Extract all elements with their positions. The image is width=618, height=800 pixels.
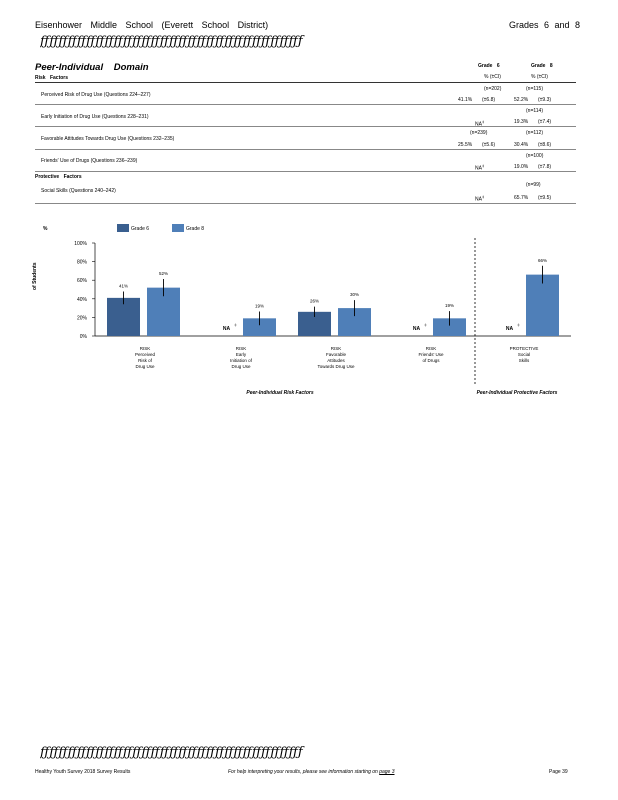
row4-rule xyxy=(35,171,576,172)
protective-factors-label: Protective Factors xyxy=(35,174,82,180)
row1-v6: 41.1% xyxy=(458,97,473,103)
category-label: of Drugs xyxy=(422,358,440,363)
category-label: Initiation of xyxy=(230,358,253,363)
row3-rule xyxy=(35,149,576,150)
y-tick-label: 80% xyxy=(77,260,88,266)
row1-n6: (n=202) xyxy=(484,86,502,92)
group-label-risk: Peer-Individual Risk Factors xyxy=(246,390,313,396)
bar-na-superscript: ‡ xyxy=(424,322,426,327)
row2-v8: 19.3% xyxy=(514,119,529,125)
bar-data-label: 66% xyxy=(538,258,547,263)
row3-n8: (n=112) xyxy=(526,130,544,136)
row1-ci8: (±9.3) xyxy=(538,97,552,103)
row1-ci6: (±6.8) xyxy=(482,97,496,103)
report-header-grades: Grades 6 and 8 xyxy=(509,20,581,30)
chart-ylabel-symbol: % xyxy=(43,226,48,232)
category-label: Social xyxy=(518,352,530,357)
category-label: RISK xyxy=(331,346,342,351)
footer-page-number: Page 39 xyxy=(549,769,568,775)
row1-n8: (n=115) xyxy=(526,86,544,92)
legend-label-grade6: Grade 6 xyxy=(131,226,150,232)
legend-swatch-grade8 xyxy=(172,224,184,232)
header-rule xyxy=(35,82,576,83)
y-tick-label: 20% xyxy=(77,315,88,321)
legend-swatch-grade6 xyxy=(117,224,129,232)
legend-label-grade8: Grade 8 xyxy=(186,226,205,232)
category-label: Perceived xyxy=(135,352,156,357)
row4-ci8: (±7.8) xyxy=(538,164,552,170)
bar-data-label: 30% xyxy=(350,292,359,297)
bar-grade6 xyxy=(107,297,140,336)
bar-grade8 xyxy=(433,318,466,336)
category-label: Favorable xyxy=(326,352,347,357)
footer-survey-title: Healthy Youth Survey 2018 Survey Results xyxy=(35,769,131,775)
row2-n8: (n=114) xyxy=(526,108,544,114)
bar-grade8 xyxy=(243,318,276,336)
category-label: Drug Use xyxy=(135,364,155,369)
y-tick-label: 100% xyxy=(74,241,87,247)
bar-grade8 xyxy=(526,274,559,336)
bar-data-label: 41% xyxy=(119,284,128,289)
row1-label: Perceived Risk of Drug Use (Questions 22… xyxy=(41,92,151,98)
row1-v8: 52.2% xyxy=(514,97,529,103)
bar-na-superscript: ‡ xyxy=(517,322,519,327)
row5-ci8: (±9.5) xyxy=(538,195,552,201)
row5-rule xyxy=(35,203,576,204)
bar-data-label: 19% xyxy=(445,303,454,308)
risk-factors-label: Risk Factors xyxy=(35,75,69,81)
category-label: Early xyxy=(236,352,247,357)
category-label: RISK xyxy=(140,346,151,351)
row3-label: Favorable Attitudes Towards Drug Use (Qu… xyxy=(41,136,175,142)
row3-v8: 30.4% xyxy=(514,142,529,148)
category-label: Attitudes xyxy=(327,358,345,363)
row3-n6: (n=239) xyxy=(470,130,488,136)
y-tick-label: 0% xyxy=(80,334,88,340)
category-label: Drug Use xyxy=(231,364,251,369)
category-label: Skills xyxy=(519,358,530,363)
category-label: RISK xyxy=(236,346,247,351)
bar-na-label: NA xyxy=(413,326,421,332)
row5-v6: NA‡ xyxy=(475,194,485,203)
bar-na-label: NA xyxy=(506,326,514,332)
row2-v6: NA‡ xyxy=(475,119,485,128)
bar-data-label: 26% xyxy=(310,299,319,304)
report-header-school: Eisenhower Middle School (Everett School… xyxy=(35,20,269,30)
footer-help-text: For help interpreting your results, plea… xyxy=(228,769,395,775)
category-label: Risk of xyxy=(138,358,153,363)
col-header-grade8: Grade 8 xyxy=(531,63,553,69)
y-tick-label: 40% xyxy=(77,297,88,303)
bar-data-label: 52% xyxy=(159,271,168,276)
row5-label: Social Skills (Questions 240–242) xyxy=(41,188,116,194)
header-separator: ƒƒƒƒƒƒƒƒƒƒƒƒƒƒƒƒƒƒƒƒƒƒƒƒƒƒƒƒƒƒƒƒƒƒƒƒƒƒƒƒ… xyxy=(40,34,303,49)
category-label: Friends' Use xyxy=(418,352,444,357)
col-header-pct8: % (±CI) xyxy=(531,74,548,80)
bar-data-label: 19% xyxy=(255,303,264,308)
row3-ci8: (±8.6) xyxy=(538,142,552,148)
footer-page-link[interactable]: page 3 xyxy=(379,769,395,775)
domain-title: Peer-Individual Domain xyxy=(35,62,149,73)
footer-separator: ƒƒƒƒƒƒƒƒƒƒƒƒƒƒƒƒƒƒƒƒƒƒƒƒƒƒƒƒƒƒƒƒƒƒƒƒƒƒƒƒ… xyxy=(40,745,303,760)
row5-v8: 65.7% xyxy=(514,195,529,201)
row5-n8: (n=99) xyxy=(526,182,541,188)
y-tick-label: 60% xyxy=(77,278,88,284)
row3-ci6: (±5.6) xyxy=(482,142,496,148)
col-header-pct6: % (±CI) xyxy=(484,74,501,80)
row2-ci8: (±7.4) xyxy=(538,119,552,125)
row4-v8: 19.0% xyxy=(514,164,529,170)
bar-na-superscript: ‡ xyxy=(234,322,236,327)
category-label: RISK xyxy=(426,346,437,351)
bar-chart: 0%20%40%60%80%100%41%52%RISKPerceivedRis… xyxy=(74,238,571,396)
bar-na-label: NA xyxy=(223,326,231,332)
row4-v6: NA‡ xyxy=(475,163,485,172)
category-label: Towards Drug Use xyxy=(317,364,355,369)
row3-v6: 25.5% xyxy=(458,142,473,148)
group-label-protective: Peer-Individual Protective Factors xyxy=(477,390,558,396)
col-header-grade6: Grade 6 xyxy=(478,63,500,69)
row4-label: Friends' Use of Drugs (Questions 236–239… xyxy=(41,158,138,164)
row2-rule xyxy=(35,126,576,127)
row2-label: Early Initiation of Drug Use (Questions … xyxy=(41,114,149,120)
row4-n8: (n=100) xyxy=(526,153,544,159)
row1-rule xyxy=(35,104,576,105)
category-label: PROTECTIVE xyxy=(510,346,539,351)
